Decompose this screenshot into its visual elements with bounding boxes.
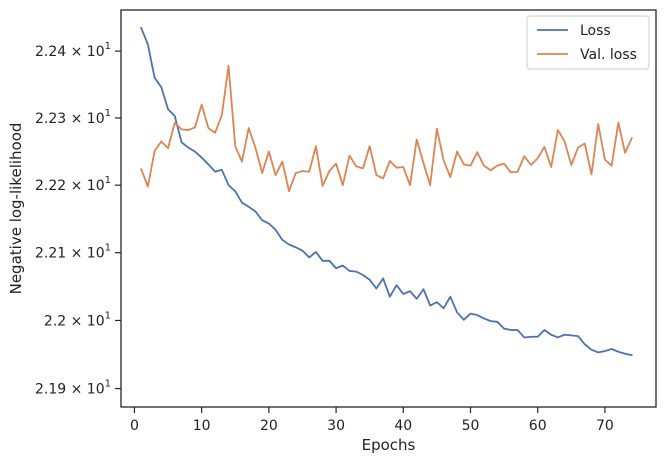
y-tick-label: 2.22 × 101	[35, 175, 111, 194]
x-tick-label: 60	[529, 418, 547, 434]
x-tick-label: 30	[327, 418, 345, 434]
axis-ticks: 0 10 20 30 40 50 60 70 2.19 × 101 2.2 × 101 2.21 ×…	[35, 41, 614, 434]
legend: Loss Val. loss	[526, 15, 650, 70]
x-tick-label: 50	[462, 418, 480, 434]
x-axis-label: Epochs	[362, 436, 416, 454]
x-tick-label: 0	[130, 418, 139, 434]
series-lines	[140, 26, 633, 357]
series-line-val-loss	[140, 64, 633, 193]
y-axis-label: Negative log-likelihood	[7, 123, 25, 295]
x-tick-label: 20	[260, 418, 278, 434]
y-tick-label: 2.2 × 101	[44, 310, 111, 329]
y-tick-label: 2.21 × 101	[35, 243, 111, 262]
y-tick-label: 2.23 × 101	[35, 108, 111, 127]
plot-background	[121, 10, 656, 407]
x-tick-label: 70	[596, 418, 614, 434]
x-tick-label: 40	[394, 418, 412, 434]
y-tick-label: 2.24 × 101	[35, 41, 111, 60]
plot-frame	[120, 9, 657, 408]
legend-label-val-loss: Val. loss	[580, 47, 637, 63]
y-tick-label: 2.19 × 101	[35, 379, 111, 398]
x-tick-label: 10	[193, 418, 211, 434]
series-line-loss	[140, 26, 633, 357]
legend-label-loss: Loss	[580, 23, 611, 39]
